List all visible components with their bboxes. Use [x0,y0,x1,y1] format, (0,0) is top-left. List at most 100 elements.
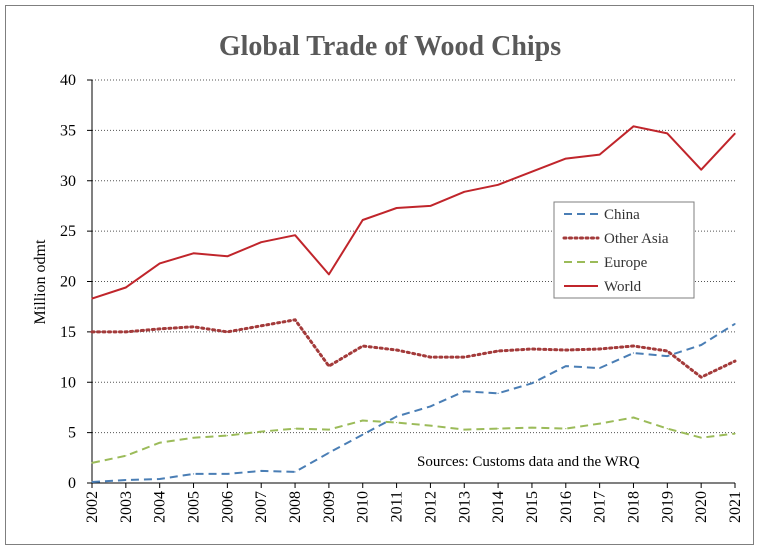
data-point [294,471,296,473]
data-point [565,157,567,160]
data-point [497,184,499,186]
data-point [463,429,465,431]
gridlines [92,79,735,434]
x-tick-label: 2006 [219,491,236,523]
data-point [666,132,668,134]
x-tick-label: 2003 [118,491,135,523]
data-point [125,286,127,289]
data-point [125,455,127,457]
x-tick-label: 2002 [84,491,101,523]
data-point [125,331,127,333]
x-tick-label: 2015 [524,491,541,523]
y-tick-label: 30 [60,173,76,190]
x-tick-label: 2014 [490,491,507,523]
x-tick-label: 2005 [186,491,203,523]
data-point [531,171,533,173]
legend-label: World [604,279,642,295]
data-point [463,390,465,392]
data-point [226,435,228,437]
data-point [497,427,499,430]
data-point [463,191,465,193]
x-tick-label: 2013 [456,491,473,523]
data-point [395,421,398,424]
series-line-world [91,125,736,300]
data-point [226,255,228,257]
data-point [125,479,127,481]
data-point [159,262,161,264]
data-point [192,473,195,475]
data-point [734,360,736,362]
data-point [192,252,195,254]
data-point [260,470,262,472]
data-point [666,350,668,352]
x-tick-label: 2012 [422,491,439,523]
series-line-other-asia [90,318,737,379]
y-tick-label: 20 [60,274,76,291]
data-point [632,352,635,354]
data-point [531,382,533,384]
data-point [328,365,330,367]
data-point [734,433,736,435]
data-point [599,422,601,425]
data-point [734,132,736,134]
y-axis-label: Million odmt [32,239,49,324]
data-point [599,348,601,350]
y-tick-label: 5 [68,425,76,442]
x-tick-label: 2018 [625,491,642,523]
x-tick-label: 2004 [152,491,169,523]
data-point [666,355,668,357]
x-tick-label: 2020 [693,491,710,523]
source-note: Sources: Customs data and the WRQ [417,454,640,470]
data-point [159,478,161,480]
data-point [91,462,93,464]
data-point [395,349,398,351]
legend-label: Europe [604,255,648,271]
x-tick-label: 2016 [558,491,575,523]
data-point [497,350,499,352]
data-point [91,481,93,483]
y-tick-label: 25 [60,223,76,240]
data-point [260,431,262,433]
data-point [700,344,702,346]
data-point [531,426,533,429]
data-point [294,319,296,321]
axes: 0 5 10 15 20 25 30 35 40 2002 2003 2004 2005 2006 2007… [60,72,744,523]
data-point [362,434,364,436]
data-point [362,345,364,347]
data-point [632,416,635,419]
legend-label: China [604,207,640,223]
data-point [700,169,702,171]
data-point [429,424,432,427]
data-point [565,365,567,367]
data-point [192,437,195,439]
data-point [700,376,702,378]
data-point [91,298,93,300]
data-point [565,427,567,430]
data-point [328,452,330,454]
data-point [429,356,432,358]
x-tick-label: 2017 [592,491,609,523]
data-point [362,419,364,422]
data-point [632,345,635,347]
chart-title: Global Trade of Wood Chips [219,31,561,62]
x-tick-label: 2008 [287,491,304,523]
data-point [395,415,398,418]
x-tick-label: 2010 [355,491,372,523]
y-tick-label: 15 [60,324,76,341]
data-point [700,437,702,439]
x-tick-label: 2009 [321,491,338,523]
x-tick-label: 2011 [389,491,406,522]
y-tick-label: 35 [60,122,76,139]
data-point [91,331,93,333]
data-point [429,205,432,207]
data-point [632,125,635,127]
data-point [362,219,364,221]
data-point [497,392,499,394]
data-point [328,273,330,276]
data-point [599,367,601,369]
legend-box [553,201,695,299]
data-point [395,207,398,209]
data-point [226,331,228,333]
data-point [734,323,736,325]
y-tick-label: 40 [60,72,76,89]
